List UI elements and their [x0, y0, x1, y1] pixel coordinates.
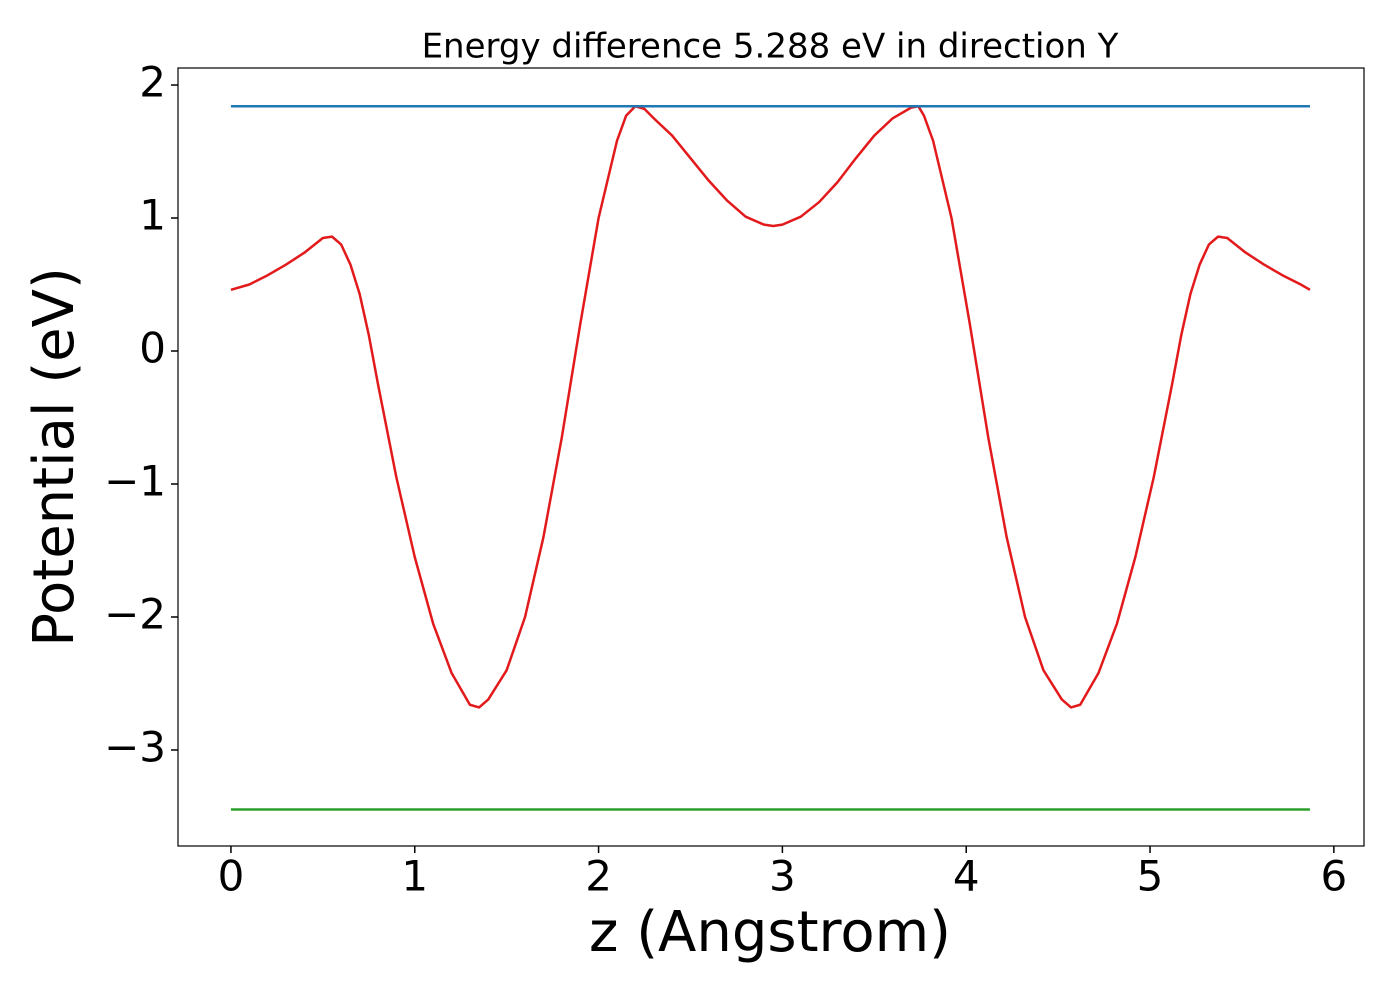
x-tick-label: 2 [585, 852, 612, 901]
chart-title: Energy difference 5.288 eV in direction … [422, 27, 1119, 67]
data-line [230, 105, 1311, 709]
x-tick-label: 4 [953, 852, 980, 901]
y-tick-label: −1 [104, 456, 166, 505]
y-tick-label: 0 [139, 324, 166, 373]
y-tick-label: 1 [139, 191, 166, 240]
y-tick-label: −3 [104, 722, 166, 771]
x-tick-label: 0 [218, 852, 245, 901]
x-tick-label: 6 [1320, 852, 1347, 901]
y-tick-label: 2 [139, 58, 166, 107]
x-tick-label: 1 [401, 852, 428, 901]
x-tick-label: 3 [769, 852, 796, 901]
plot-frame [177, 67, 1365, 847]
y-axis-label: Potential (eV) [22, 267, 87, 647]
x-tick-label: 5 [1137, 852, 1164, 901]
y-tick-label: −2 [104, 589, 166, 638]
x-axis-label: z (Angstrom) [589, 900, 951, 965]
